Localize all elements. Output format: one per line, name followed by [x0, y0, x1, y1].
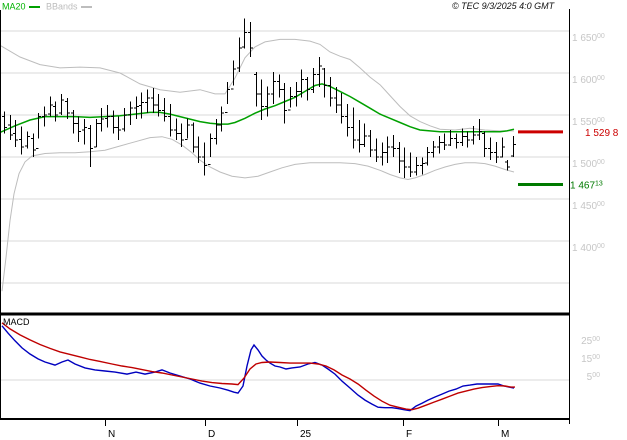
- price-axis-labels: 1 65000 1 60000 1 55000 1 50000 1 45000 1 400…: [572, 33, 605, 254]
- bollinger-lower-band: [1, 136, 515, 292]
- ohlc-bars: [2, 18, 516, 178]
- support-level-label: 1 46713: [570, 180, 603, 191]
- macd-panel-label: MACD: [3, 317, 30, 327]
- panel-borders: [0, 9, 570, 424]
- svg-text:1 60000: 1 60000: [572, 75, 605, 86]
- legend-ma20-label: MA20: [2, 1, 26, 12]
- level-lines: 1 529 8 1 46713: [518, 128, 619, 191]
- bbands-line-swatch: [80, 5, 92, 8]
- svg-text:1 50000: 1 50000: [572, 159, 605, 170]
- svg-text:1500: 1500: [581, 354, 600, 365]
- macd-axis-labels: 2500 1500 500: [581, 336, 600, 383]
- svg-text:1 45000: 1 45000: [572, 201, 605, 212]
- price-gridlines: [0, 30, 569, 284]
- macd-line: [1, 325, 515, 412]
- month-axis: N D 25 F M: [105, 419, 509, 440]
- svg-text:1 55000: 1 55000: [572, 117, 605, 128]
- svg-text:1 65000: 1 65000: [572, 33, 605, 44]
- bollinger-bands: [0, 38, 515, 292]
- svg-text:25: 25: [300, 429, 312, 440]
- svg-text:1 40000: 1 40000: [572, 243, 605, 254]
- svg-text:2500: 2500: [581, 336, 600, 347]
- svg-text:N: N: [108, 429, 115, 440]
- macd-lines: [1, 322, 515, 412]
- svg-text:D: D: [208, 429, 215, 440]
- legend: MA20 BBands: [2, 1, 96, 12]
- legend-bbands-label: BBands: [46, 1, 78, 12]
- svg-text:F: F: [406, 429, 412, 440]
- copyright-text: © TEC 9/3/2025 4:0 GMT: [452, 1, 555, 11]
- svg-text:500: 500: [587, 372, 600, 383]
- bollinger-upper-band: [0, 38, 514, 132]
- resistance-level-label: 1 529 8: [585, 128, 619, 139]
- signal-line: [1, 322, 515, 411]
- svg-text:M: M: [501, 429, 509, 440]
- ma20-line-swatch: [28, 5, 40, 8]
